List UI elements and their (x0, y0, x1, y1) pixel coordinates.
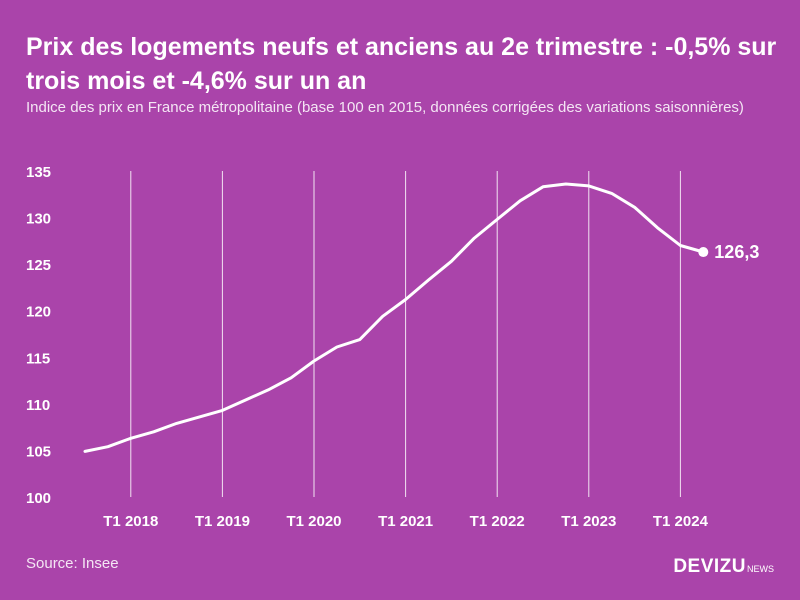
series (83, 182, 705, 453)
chart-subtitle: Indice des prix en France métropolitaine… (26, 99, 744, 116)
chart-title: Prix des logements neufs et anciens au 2… (26, 33, 777, 95)
y-tick-label: 110 (26, 397, 50, 414)
end-point-marker (698, 247, 709, 258)
x-tick-label: T1 2023 (561, 513, 616, 530)
y-tick-label: 125 (26, 257, 51, 274)
x-tick-label: T1 2020 (286, 513, 341, 530)
y-axis-ticks: 100 105 110 115 120 125 130 135 (26, 164, 51, 507)
source-note: Source: Insee (26, 555, 119, 572)
brand-suffix: NEWS (747, 564, 774, 574)
end-value-label: 126,3 (714, 242, 759, 262)
x-tick-label: T1 2019 (195, 513, 250, 530)
y-tick-label: 100 (26, 490, 51, 507)
y-tick-label: 130 (26, 211, 51, 228)
brand-logo: DEVIZUNEWS (673, 556, 774, 578)
x-tick-label: T1 2022 (470, 513, 525, 530)
x-axis-ticks: T1 2018 T1 2019 T1 2020 T1 2021 T1 2022 T1 20… (103, 513, 708, 530)
y-tick-label: 120 (26, 304, 51, 321)
y-tick-label: 115 (26, 350, 50, 367)
series-line (83, 182, 705, 453)
y-tick-label: 105 (26, 443, 51, 460)
brand-name: DEVIZU (673, 556, 746, 577)
annotations: 126,3 (698, 242, 759, 262)
gridlines (130, 171, 681, 497)
x-tick-label: T1 2024 (653, 513, 709, 530)
x-tick-label: T1 2021 (378, 513, 433, 530)
x-tick-label: T1 2018 (103, 513, 158, 530)
y-tick-label: 135 (26, 164, 51, 181)
